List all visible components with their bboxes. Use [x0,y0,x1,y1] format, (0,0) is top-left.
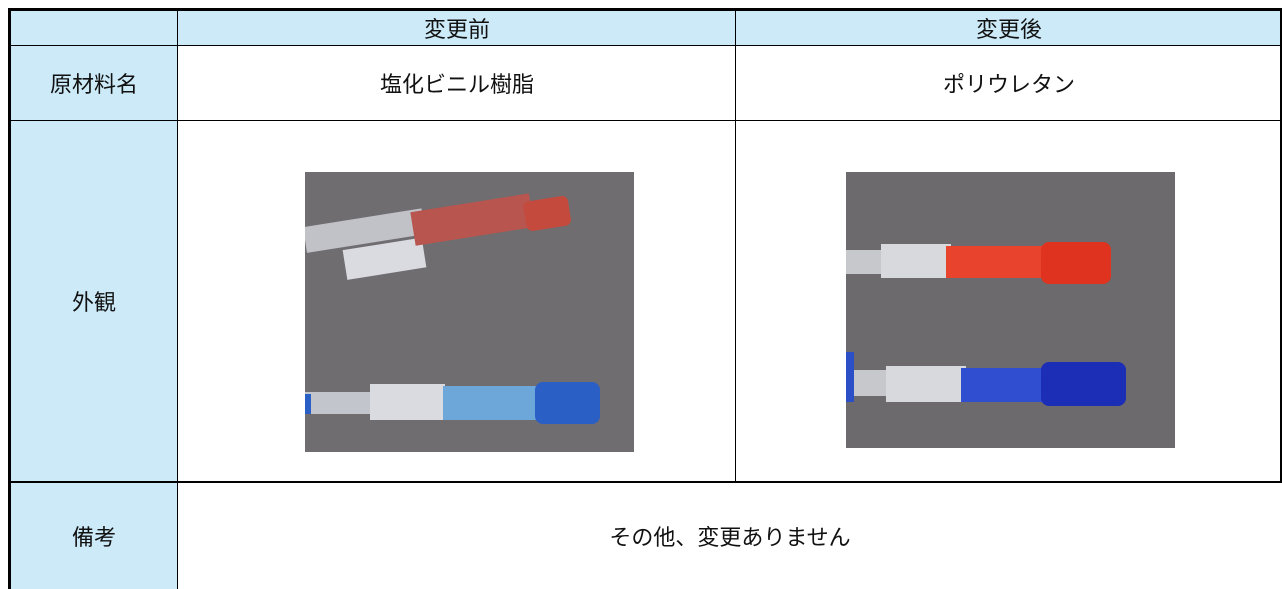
border [1280,8,1282,482]
border [8,8,1282,11]
column-header: 変更後 [736,10,1282,45]
photo-before [305,172,634,452]
border [177,8,178,589]
border [8,45,1282,46]
table-cell: ポリウレタン [942,71,1075,97]
border [8,120,1282,121]
column-header: 変更前 [178,10,736,45]
table-cell: その他、変更ありません [609,524,851,550]
row-label: 備考 [10,482,178,589]
border [735,8,736,482]
table-cell: 塩化ビニル樹脂 [379,71,534,97]
corner-cell [10,10,178,45]
border [8,481,1282,483]
photo-after [846,172,1175,448]
row-label: 原材料名 [10,45,178,120]
row-label: 外観 [10,120,178,482]
border [8,8,11,589]
